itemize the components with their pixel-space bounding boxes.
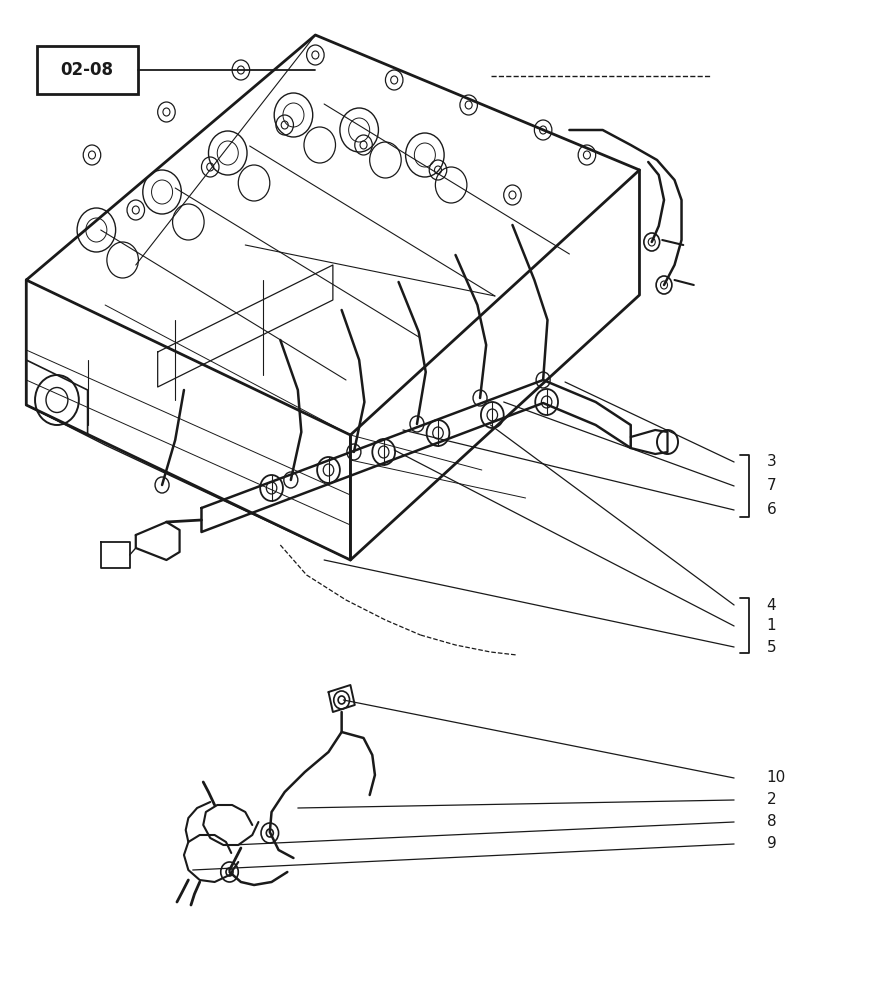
Circle shape — [163, 108, 170, 116]
Circle shape — [509, 191, 516, 199]
Text: 1: 1 — [766, 618, 776, 634]
Circle shape — [281, 121, 288, 129]
Text: 7: 7 — [766, 479, 776, 493]
Circle shape — [207, 163, 214, 171]
Circle shape — [132, 206, 139, 214]
Circle shape — [312, 51, 319, 59]
Circle shape — [226, 868, 233, 876]
Circle shape — [88, 151, 95, 159]
Circle shape — [465, 101, 472, 109]
Circle shape — [338, 696, 345, 704]
Text: 9: 9 — [766, 836, 776, 852]
Text: 02-08: 02-08 — [60, 61, 114, 79]
Circle shape — [360, 141, 367, 149]
Circle shape — [237, 66, 244, 74]
Text: 10: 10 — [766, 770, 786, 786]
Text: 2: 2 — [766, 792, 776, 808]
Text: 5: 5 — [766, 640, 776, 654]
Circle shape — [648, 238, 655, 246]
Circle shape — [266, 829, 273, 837]
Text: 3: 3 — [766, 454, 776, 470]
Text: 8: 8 — [766, 814, 776, 830]
Circle shape — [583, 151, 590, 159]
Bar — [37, 46, 138, 94]
Text: 4: 4 — [766, 597, 776, 612]
Text: 6: 6 — [766, 502, 776, 518]
Circle shape — [434, 166, 442, 174]
Circle shape — [661, 281, 668, 289]
Circle shape — [391, 76, 398, 84]
Circle shape — [540, 126, 547, 134]
